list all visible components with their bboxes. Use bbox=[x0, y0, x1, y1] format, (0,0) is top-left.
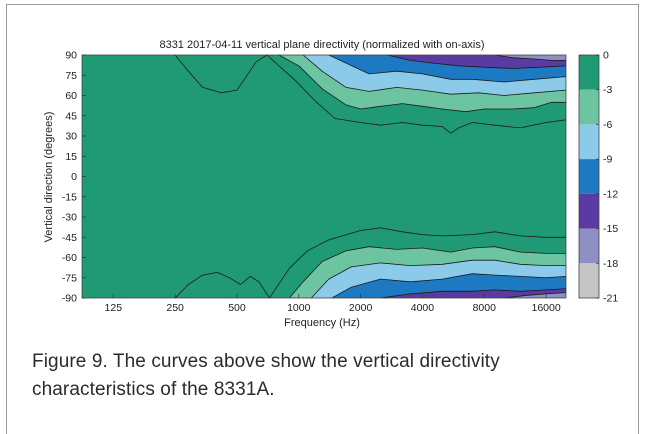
colorbar-swatch bbox=[579, 124, 599, 160]
x-axis: 125 250 500 1000 2000 4000 8000 16000 bbox=[105, 294, 561, 314]
x-tick-label: 8000 bbox=[473, 302, 497, 314]
figure-frame bbox=[6, 4, 639, 434]
colorbar-tick-label: -21 bbox=[603, 293, 618, 305]
y-tick-label: 75 bbox=[65, 70, 77, 82]
contour-bottom-15db bbox=[380, 288, 566, 298]
colorbar-tick-label: -15 bbox=[603, 223, 618, 235]
colorbar-swatch bbox=[579, 55, 599, 90]
y-tick-label: 45 bbox=[65, 110, 77, 122]
y-axis-label: Vertical direction (degrees) bbox=[43, 112, 55, 243]
y-tick-label: 60 bbox=[65, 90, 77, 102]
colorbar: 0 -3 -6 -9 -12 -15 -18 -21 bbox=[578, 50, 618, 305]
x-tick-label: 250 bbox=[166, 302, 184, 314]
y-tick-label: -30 bbox=[62, 212, 77, 224]
plot-area bbox=[81, 54, 567, 299]
x-tick-label: 125 bbox=[105, 302, 123, 314]
x-tick-label: 1000 bbox=[287, 302, 311, 314]
y-tick-label: -60 bbox=[62, 252, 77, 264]
x-axis-label: Frequency (Hz) bbox=[284, 317, 360, 329]
colorbar-swatch bbox=[579, 193, 599, 229]
x-tick-label: 4000 bbox=[411, 302, 435, 314]
y-tick-label: 90 bbox=[65, 50, 77, 62]
figure-caption: Figure 9. The curves above show the vert… bbox=[32, 351, 500, 400]
contour-bottom-18db bbox=[503, 292, 566, 298]
colorbar-tick-label: -3 bbox=[603, 84, 612, 96]
y-tick-label: -75 bbox=[62, 272, 77, 284]
colorbar-border bbox=[578, 54, 600, 299]
colorbar-swatch bbox=[579, 89, 599, 125]
chart-title: 8331 2017-04-11 vertical plane directivi… bbox=[159, 39, 484, 51]
x-tick-label: 2000 bbox=[349, 302, 373, 314]
contour-top-18db bbox=[494, 55, 566, 61]
x-tick-label: 16000 bbox=[531, 302, 560, 314]
colorbar-swatch bbox=[579, 263, 599, 298]
y-tick-label: 30 bbox=[65, 131, 77, 143]
colorbar-tick-label: -9 bbox=[603, 154, 612, 166]
colorbar-tick-label: -12 bbox=[603, 188, 618, 200]
colorbar-tick-label: -6 bbox=[603, 119, 612, 131]
colorbar-tick-label: 0 bbox=[603, 50, 609, 62]
y-tick-label: 0 bbox=[71, 171, 77, 183]
y-tick-label: -15 bbox=[62, 191, 77, 203]
y-tick-label: 15 bbox=[65, 151, 77, 163]
x-tick-label: 500 bbox=[228, 302, 246, 314]
colorbar-swatch bbox=[579, 159, 599, 194]
colorbar-swatch bbox=[579, 228, 599, 264]
y-tick-label: -45 bbox=[62, 232, 77, 244]
directivity-chart: 8331 2017-04-11 vertical plane directivi… bbox=[43, 39, 618, 329]
y-axis: 90 75 60 45 30 15 0 -15 -30 -45 -60 -75 -90 bbox=[62, 50, 86, 305]
colorbar-tick-label: -18 bbox=[603, 258, 618, 270]
y-tick-label: -90 bbox=[62, 293, 77, 305]
